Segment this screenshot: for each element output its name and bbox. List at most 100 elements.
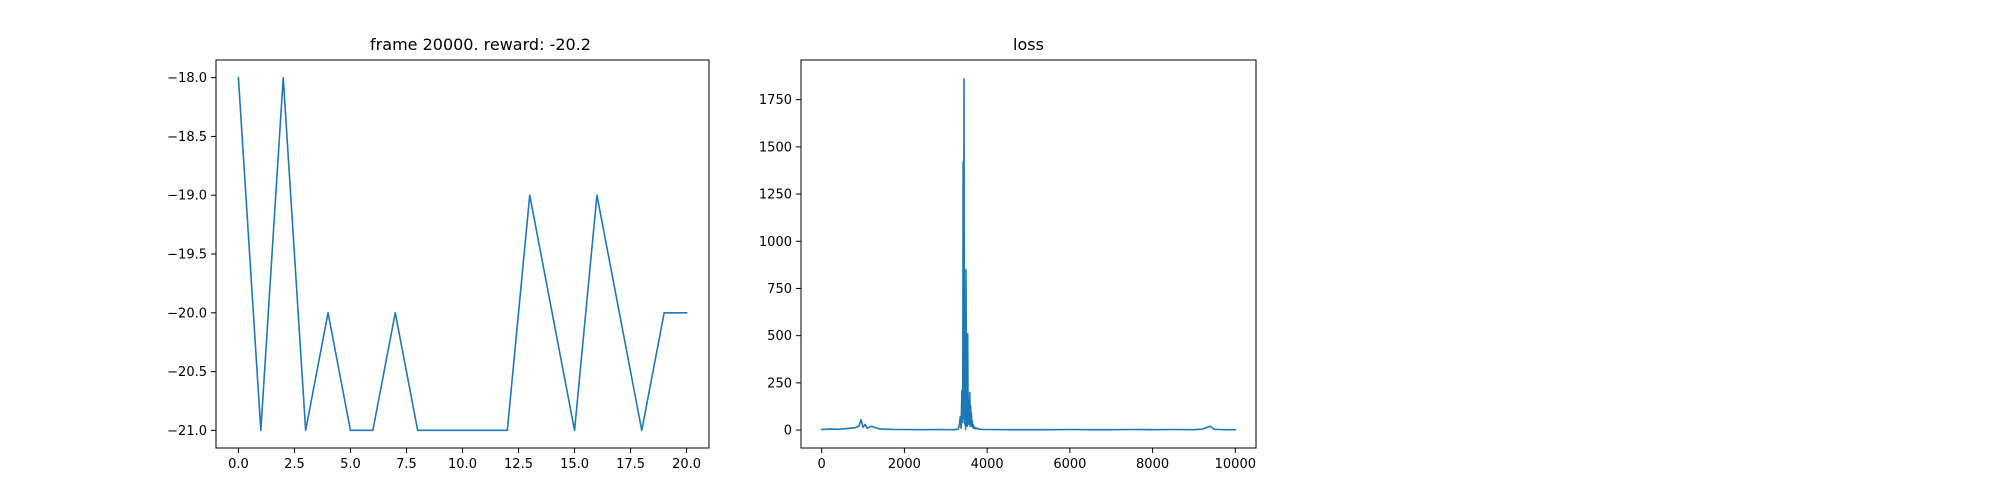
loss-data-point	[966, 422, 968, 424]
loss-x-tick-label: 10000	[1215, 457, 1256, 472]
loss-x-tick-label: 8000	[1136, 457, 1169, 472]
loss-data-point	[969, 414, 971, 416]
loss-data-point	[1152, 429, 1154, 431]
reward-data-point	[686, 312, 688, 314]
loss-data-point	[957, 428, 959, 430]
reward-x-tick-label: 20.0	[672, 457, 701, 472]
reward-y-tick-label: −19.5	[167, 248, 207, 263]
loss-data-point	[971, 420, 973, 422]
reward-chart-marks	[237, 76, 688, 432]
loss-y-tick-label: 1500	[759, 140, 792, 155]
reward-y-tick-label: −20.5	[167, 365, 207, 380]
loss-y-tick-label: 0	[784, 424, 792, 439]
loss-data-point	[1090, 429, 1092, 431]
loss-data-point	[967, 333, 969, 335]
loss-data-point	[864, 424, 866, 426]
loss-y-tick-label: 250	[767, 376, 792, 391]
reward-x-tick-label: 12.5	[504, 457, 533, 472]
reward-data-point	[462, 430, 464, 432]
loss-data-point	[937, 429, 939, 431]
loss-y-tick-label: 500	[767, 329, 792, 344]
loss-data-point	[1208, 426, 1210, 428]
loss-data-point	[866, 427, 868, 429]
reward-chart-frame	[215, 59, 710, 449]
loss-data-point	[963, 418, 965, 420]
reward-data-point	[574, 430, 576, 432]
loss-data-point	[871, 425, 873, 427]
loss-data-point	[980, 429, 982, 431]
loss-data-point	[1193, 429, 1195, 431]
loss-data-point	[1214, 429, 1216, 431]
loss-data-point	[962, 422, 964, 424]
loss-data-point	[1172, 429, 1174, 431]
loss-data-point	[970, 422, 972, 424]
loss-y-tick-label: 1250	[759, 188, 792, 203]
reward-data-point	[663, 312, 665, 314]
loss-data-point	[965, 428, 967, 430]
loss-data-point	[1212, 427, 1214, 429]
loss-data-point	[964, 424, 966, 426]
loss-data-point	[978, 428, 980, 430]
loss-data-point	[964, 354, 966, 356]
loss-chart-frame	[800, 59, 1257, 449]
reward-x-tick-label: 10.0	[448, 457, 477, 472]
reward-data-point	[238, 77, 240, 79]
reward-y-tick-label: −18.0	[167, 71, 207, 86]
loss-chart-marks	[820, 78, 1237, 431]
loss-data-point	[854, 427, 856, 429]
loss-data-point	[887, 429, 889, 431]
reward-x-tick-label: 15.0	[560, 457, 589, 472]
loss-data-point	[964, 392, 966, 394]
loss-data-point	[961, 390, 963, 392]
loss-data-point	[967, 422, 969, 424]
loss-data-point	[879, 428, 881, 430]
loss-data-point	[986, 429, 988, 431]
reward-data-point	[596, 194, 598, 196]
loss-data-point	[1110, 429, 1112, 431]
reward-x-tick-label: 0.0	[228, 457, 249, 472]
reward-data-point	[327, 312, 329, 314]
reward-x-tick-label: 2.5	[284, 457, 305, 472]
reward-series-line	[237, 76, 688, 432]
reward-y-tick-label: −18.5	[167, 130, 207, 145]
loss-x-tick-label: 6000	[1053, 457, 1086, 472]
reward-y-tick-label: −19.0	[167, 189, 207, 204]
loss-data-point	[821, 429, 823, 431]
loss-data-point	[846, 428, 848, 430]
loss-data-point	[971, 412, 973, 414]
reward-data-point	[484, 430, 486, 432]
loss-data-point	[953, 429, 955, 431]
loss-x-tick-label: 0	[818, 457, 826, 472]
loss-data-point	[1210, 425, 1212, 427]
loss-data-point	[904, 429, 906, 431]
reward-data-point	[619, 312, 621, 314]
loss-data-point	[1206, 427, 1208, 429]
reward-data-point	[372, 430, 374, 432]
loss-y-tick-label: 1000	[759, 235, 792, 250]
loss-data-point	[972, 424, 974, 426]
loss-data-point	[860, 419, 862, 421]
reward-data-point	[305, 430, 307, 432]
reward-data-point	[417, 430, 419, 432]
loss-data-point	[968, 424, 970, 426]
loss-chart-title: loss	[1013, 35, 1044, 54]
loss-data-point	[969, 392, 971, 394]
reward-data-point	[350, 430, 352, 432]
reward-data-point	[439, 430, 441, 432]
loss-data-point	[1048, 429, 1050, 431]
loss-data-point	[962, 161, 964, 163]
loss-y-tick-label: 750	[767, 282, 792, 297]
loss-chart: loss 0 2000 4000 6000 8000 10000 0 250 500 750 100…	[759, 35, 1257, 472]
loss-y-tick-label: 1750	[759, 93, 792, 108]
loss-data-point	[960, 427, 962, 429]
reward-data-point	[529, 194, 531, 196]
reward-chart: frame 20000. reward: -20.2 0.0 2.5 5.0 7.5 1…	[167, 35, 710, 472]
reward-data-point	[551, 312, 553, 314]
reward-x-tick-label: 5.0	[340, 457, 361, 472]
reward-data-point	[507, 430, 509, 432]
loss-x-tick-label: 2000	[888, 457, 921, 472]
reward-chart-ticks: 0.0 2.5 5.0 7.5 10.0 12.5 15.0 17.5 20.0 −18.0 −18…	[167, 71, 701, 472]
reward-data-point	[260, 430, 262, 432]
